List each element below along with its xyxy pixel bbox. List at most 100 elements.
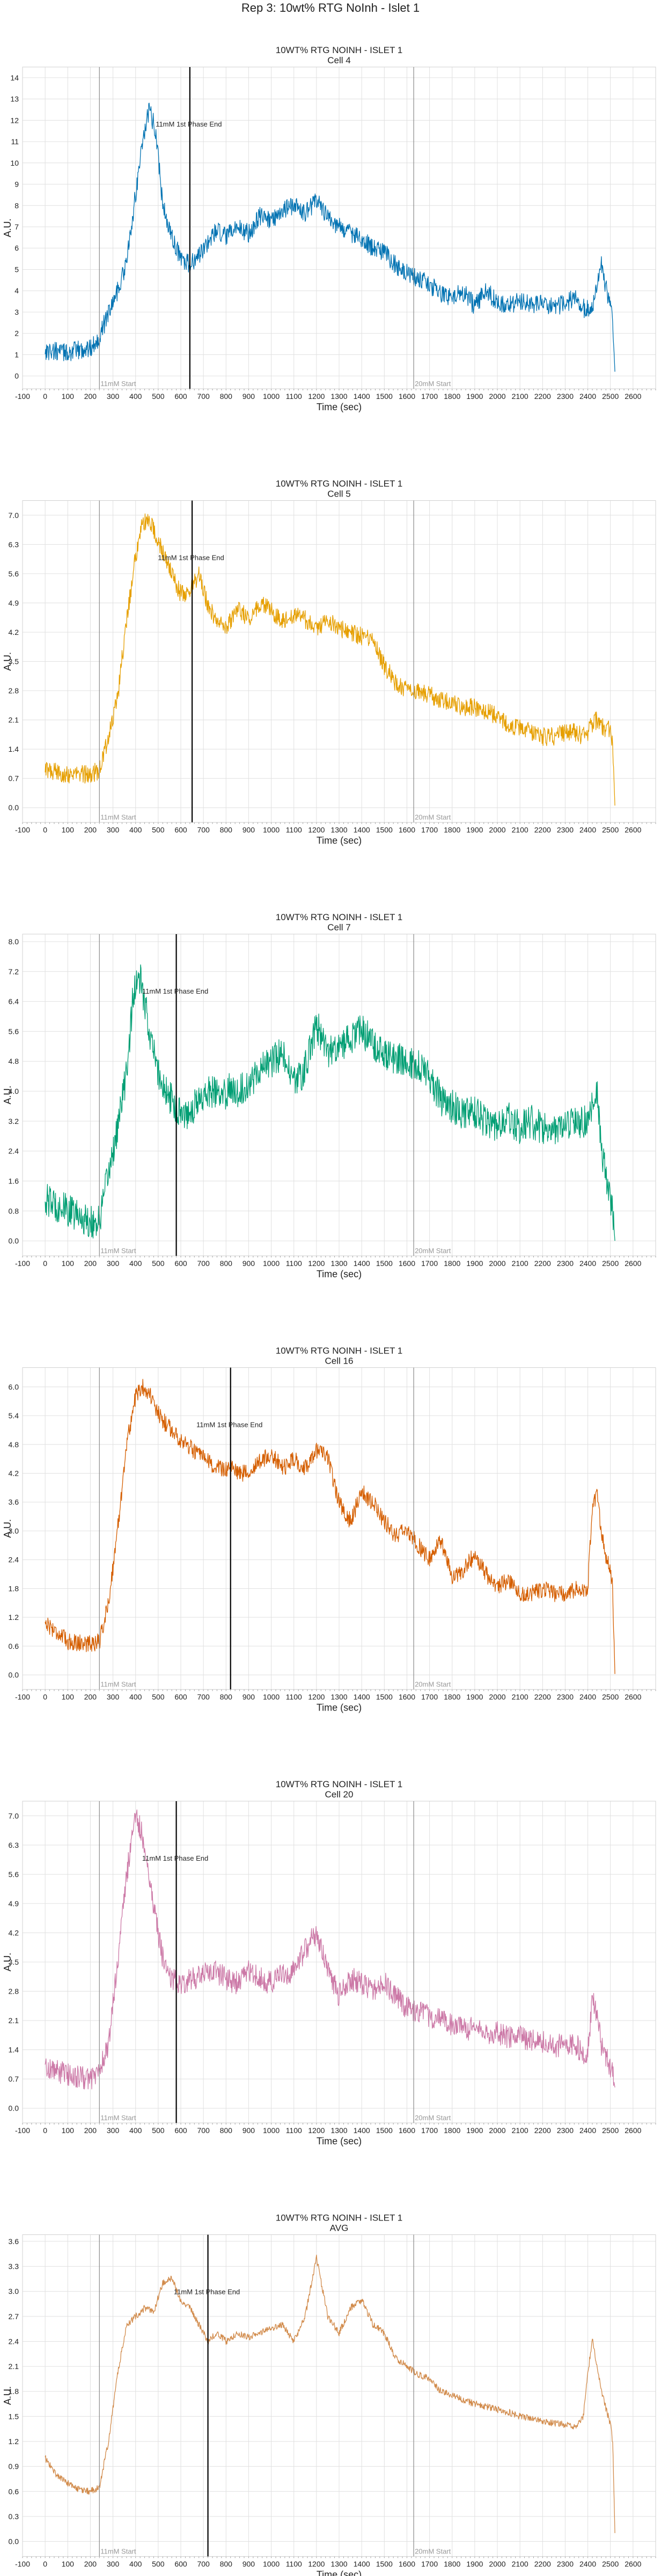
x-tick-label: 0 [43, 826, 47, 834]
y-tick-label: 6.4 [9, 997, 19, 1006]
stimulus-start-label: 20mM Start [415, 1247, 451, 1255]
y-axis-label: A.U. [2, 652, 13, 671]
x-tick-label: 1400 [354, 392, 370, 401]
x-axis-label: Time (sec) [317, 2136, 362, 2146]
y-tick-label: 0.0 [9, 2537, 19, 2546]
x-tick-label: 300 [107, 1693, 120, 1701]
x-tick-label: 200 [84, 826, 97, 834]
series-line [45, 513, 615, 806]
y-tick-label: 4.0 [9, 1087, 19, 1095]
x-tick-label: 800 [220, 1693, 233, 1701]
x-tick-label: 700 [197, 2126, 210, 2135]
y-tick-label: 3.5 [9, 657, 19, 666]
x-tick-label: 1200 [308, 2560, 325, 2568]
x-tick-label: 400 [129, 2126, 142, 2135]
y-tick-label: 0.9 [9, 2462, 19, 2471]
y-tick-label: 6.3 [9, 540, 19, 549]
plot-frame [22, 1801, 656, 2123]
y-tick-label: 0.0 [9, 2104, 19, 2113]
chart-title: 10WT% RTG NOINH - ISLET 1 [276, 912, 402, 922]
x-tick-label: 600 [174, 392, 187, 401]
x-tick-label: -100 [15, 2126, 30, 2135]
x-tick-label: 500 [152, 2126, 165, 2135]
x-tick-label: 1300 [330, 1259, 347, 1268]
x-tick-label: 900 [243, 1259, 255, 1268]
x-tick-label: -100 [15, 392, 30, 401]
y-axis-label: A.U. [2, 218, 13, 237]
y-tick-label: 7.0 [9, 1811, 19, 1820]
x-axis-label: Time (sec) [317, 1702, 362, 1713]
x-tick-label: 2500 [602, 1693, 619, 1701]
stimulus-start-label: 11mM Start [100, 1681, 136, 1689]
x-tick-label: 300 [107, 826, 120, 834]
x-tick-label: 1300 [330, 826, 347, 834]
y-tick-label: 6.0 [9, 1382, 19, 1391]
stimulus-start-label: 11mM Start [100, 2548, 136, 2556]
x-tick-label: 1300 [330, 1693, 347, 1701]
y-tick-label: 3.6 [9, 1498, 19, 1506]
x-tick-label: 2500 [602, 2560, 619, 2568]
x-tick-label: 2400 [579, 2126, 596, 2135]
x-tick-label: 900 [243, 2560, 255, 2568]
x-tick-label: 200 [84, 2560, 97, 2568]
x-tick-label: 2000 [489, 826, 505, 834]
x-tick-label: 100 [62, 2126, 75, 2135]
x-tick-label: 200 [84, 1693, 97, 1701]
x-tick-label: 2000 [489, 1693, 505, 1701]
x-tick-label: 0 [43, 392, 47, 401]
series-line [45, 2254, 615, 2534]
x-tick-label: 2500 [602, 392, 619, 401]
x-tick-label: 1700 [421, 392, 438, 401]
y-tick-label: 0.0 [9, 1237, 19, 1245]
x-tick-label: 500 [152, 826, 165, 834]
y-tick-label: 2.1 [9, 2016, 19, 2025]
y-tick-label: 4.9 [9, 598, 19, 607]
x-tick-label: 2100 [512, 392, 528, 401]
x-tick-label: 2600 [625, 392, 641, 401]
y-tick-label: 0 [14, 372, 19, 380]
stimulus-start-label: 11mM Start [100, 813, 136, 821]
x-tick-label: 100 [62, 2560, 75, 2568]
x-tick-label: 2100 [512, 2560, 528, 2568]
chart-subtitle: Cell 4 [327, 55, 350, 65]
x-tick-label: 2400 [579, 2560, 596, 2568]
x-tick-label: 0 [43, 1259, 47, 1268]
y-tick-label: 2.1 [9, 2362, 19, 2371]
x-axis-label: Time (sec) [317, 835, 362, 846]
x-tick-label: 600 [174, 826, 187, 834]
y-tick-label: 1.6 [9, 1176, 19, 1185]
x-tick-label: 1500 [376, 392, 393, 401]
y-tick-label: 2 [14, 329, 19, 338]
x-tick-label: 600 [174, 1259, 187, 1268]
x-tick-label: 2100 [512, 1693, 528, 1701]
plot-frame [22, 934, 656, 1256]
x-axis-label: Time (sec) [317, 2570, 362, 2576]
y-axis-label: A.U. [2, 1952, 13, 1971]
x-tick-label: 1400 [354, 1259, 370, 1268]
y-tick-label: 8.0 [9, 937, 19, 946]
x-tick-label: 700 [197, 1693, 210, 1701]
x-tick-label: 1100 [286, 1259, 302, 1268]
plot-frame [22, 1367, 656, 1690]
y-tick-label: 7.0 [9, 511, 19, 520]
x-tick-label: 100 [62, 1693, 75, 1701]
y-tick-label: 5.4 [9, 1411, 19, 1420]
y-tick-label: 12 [10, 116, 19, 124]
x-tick-label: 100 [62, 826, 75, 834]
y-tick-label: 1.8 [9, 1584, 19, 1593]
y-tick-label: 10 [10, 159, 19, 167]
x-tick-label: 900 [243, 1693, 255, 1701]
x-tick-label: 1500 [376, 2126, 393, 2135]
y-tick-label: 2.4 [9, 1556, 19, 1564]
x-tick-label: 2200 [534, 2126, 551, 2135]
y-tick-label: 0.8 [9, 1206, 19, 1215]
chart-title: 10WT% RTG NOINH - ISLET 1 [276, 2213, 402, 2223]
x-tick-label: 1000 [263, 1259, 280, 1268]
x-tick-label: 2000 [489, 2126, 505, 2135]
y-tick-label: 11 [11, 137, 19, 146]
x-tick-label: 1900 [466, 2126, 483, 2135]
chart-title: 10WT% RTG NOINH - ISLET 1 [276, 45, 402, 55]
x-tick-label: 1700 [421, 826, 438, 834]
x-tick-label: 400 [129, 392, 142, 401]
